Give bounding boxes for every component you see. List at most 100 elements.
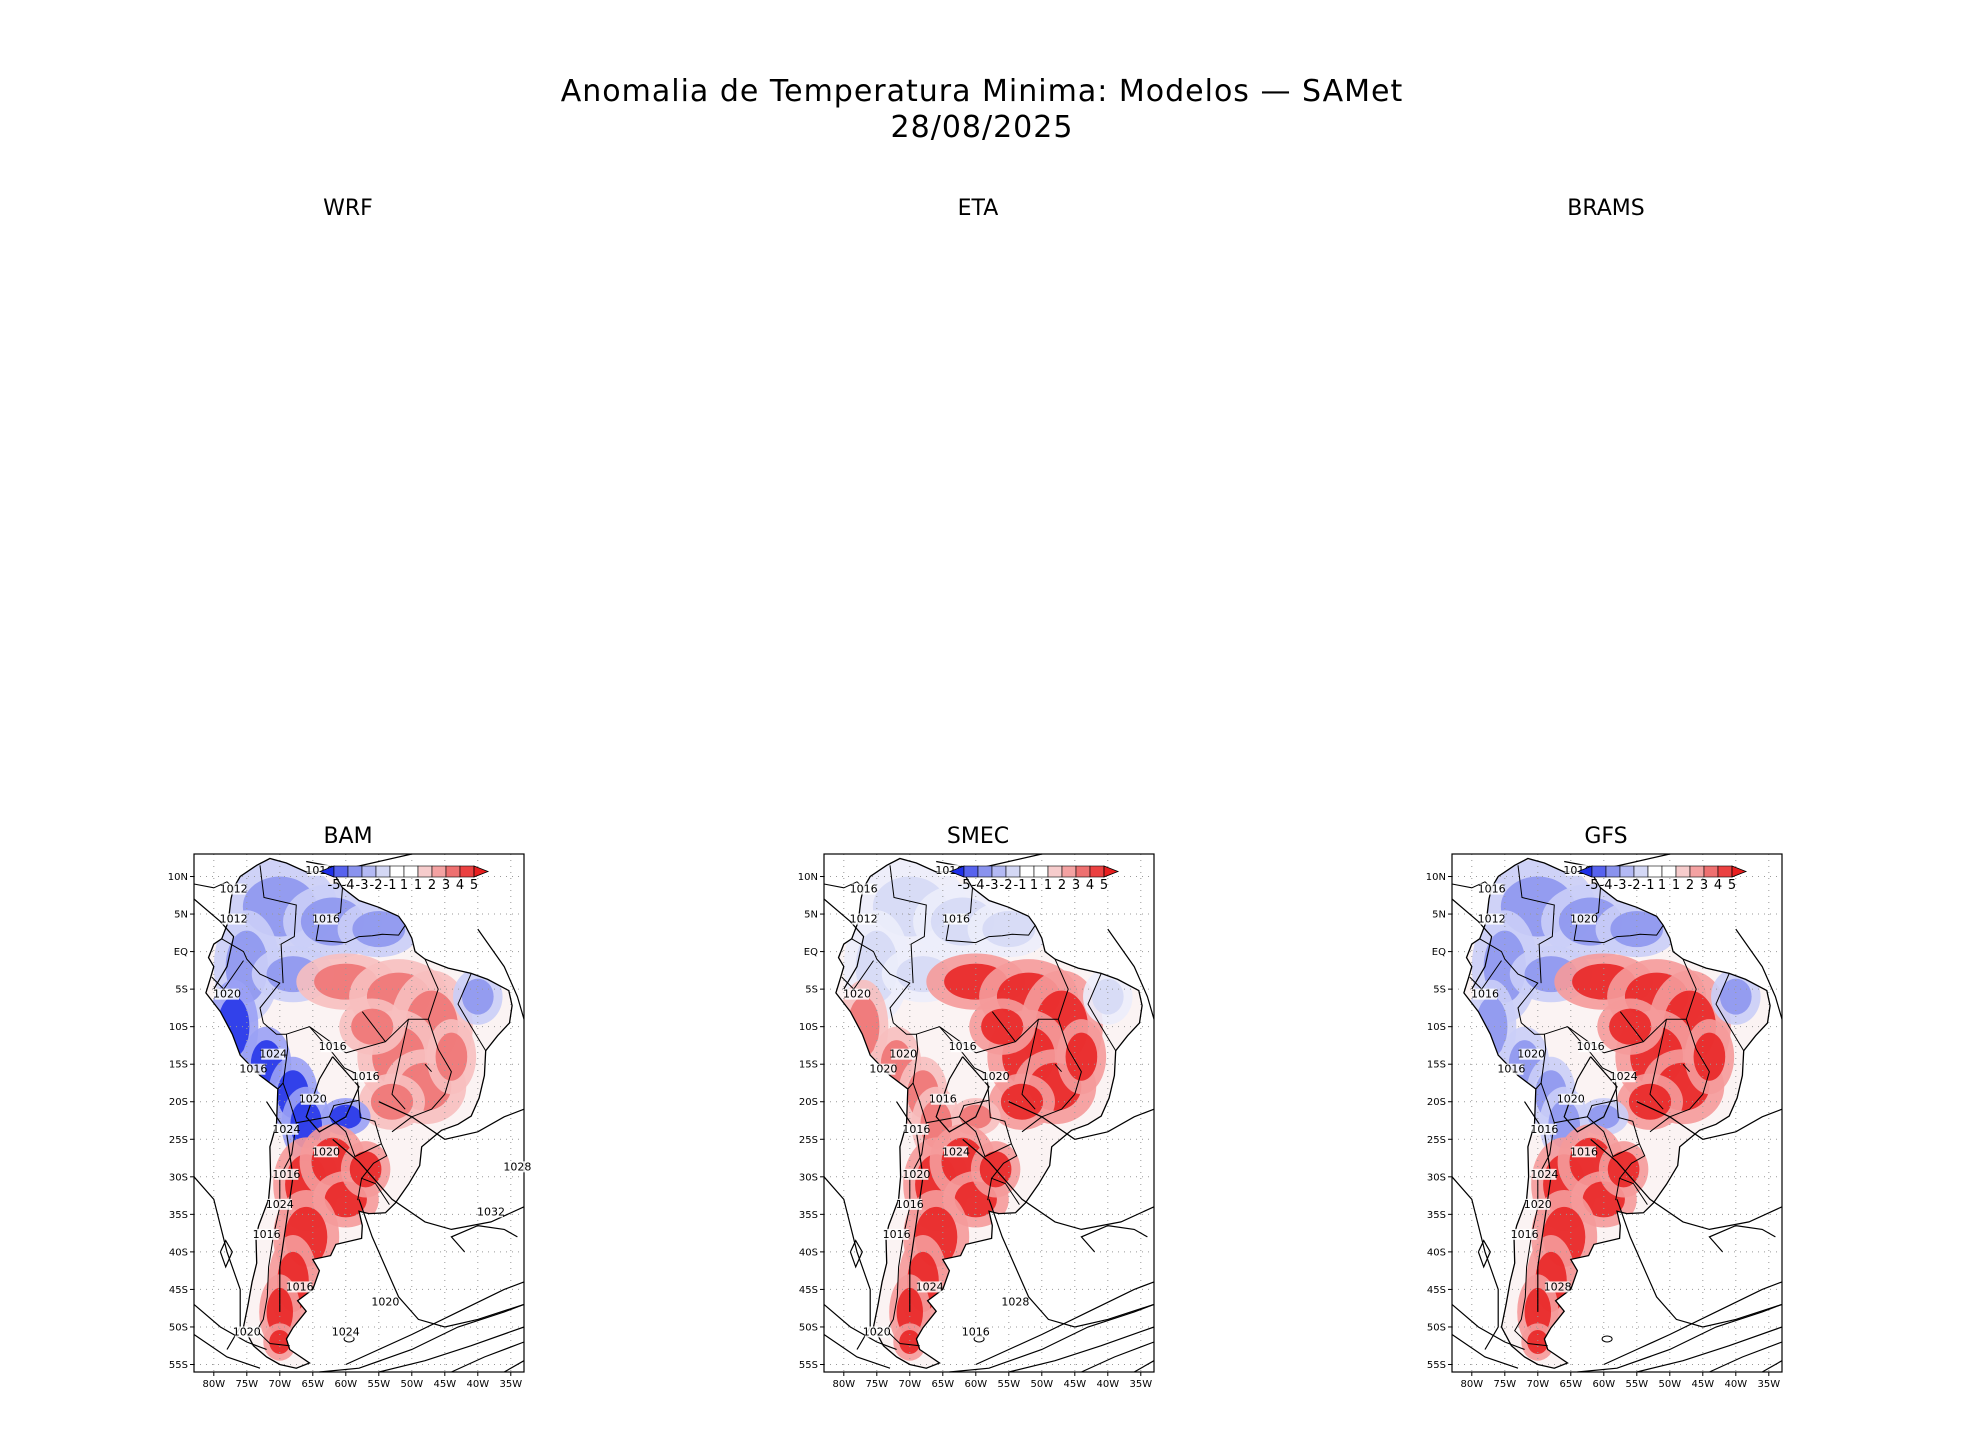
isobar-label: 1024 (272, 1123, 300, 1136)
isobar-line (1616, 1199, 1783, 1328)
isobar-label-bg (897, 1198, 922, 1210)
map-frame (193, 853, 525, 1373)
lat-tick-label: 10S (799, 1022, 818, 1033)
isobar-label-bg (944, 1146, 968, 1158)
colorbar-label: 2 (1058, 878, 1066, 893)
country-border (1682, 1063, 1690, 1073)
isobar-label: 1016 (312, 913, 340, 926)
isobar-label-bg (864, 1326, 889, 1338)
lat-tick-label: 5N (804, 910, 818, 921)
colorbar-label: 1 (1658, 878, 1666, 893)
isobar-label: 1020 (863, 1325, 891, 1338)
isobar-label-bg (937, 864, 962, 876)
isobar-line (1451, 1176, 1499, 1350)
lon-tick-label: 60W (334, 1379, 357, 1390)
isobar-line (1735, 928, 1783, 1020)
isobar-label: 1020 (213, 988, 241, 1001)
country-border (221, 938, 289, 1090)
isobar-label-bg (1519, 1048, 1544, 1060)
isobar-label: 1028 (1544, 1280, 1572, 1293)
colorbar-segment (361, 865, 377, 878)
lon-tick-label: 70W (898, 1379, 921, 1390)
country-border (424, 1063, 432, 1073)
isobar-line (219, 1239, 233, 1269)
isobar-label: 1016 (1471, 988, 1499, 1001)
lat-tick-label: 20S (169, 1097, 188, 1108)
lon-tick-label: 40W (1096, 1379, 1119, 1390)
colorbar-segment (1019, 865, 1035, 878)
lon-tick-label: 75W (1493, 1379, 1516, 1390)
figure-title: Anomalia de Temperatura Minima: Modelos … (0, 74, 1964, 146)
lon-tick-label: 65W (1559, 1379, 1582, 1390)
isobar-label-bg (505, 1161, 530, 1173)
isobar-label-bg (930, 1093, 955, 1105)
anomaly-patch-core (982, 911, 1036, 948)
map-grid (194, 854, 524, 1372)
isobars (823, 853, 1155, 1373)
country-border (889, 865, 927, 984)
isobar-label: 1016 (272, 1168, 300, 1181)
isobar-label-bg (1558, 1093, 1583, 1105)
isobar-label: 1024 (1530, 1168, 1558, 1181)
isobar-label-bg (274, 1123, 299, 1135)
isobar-label: 1016 (1530, 1123, 1558, 1136)
isobar-label-bg (261, 1048, 286, 1060)
isobar-label-bg (1565, 864, 1590, 876)
lon-tick-label: 40W (466, 1379, 489, 1390)
anomaly-patch-core (1524, 1287, 1551, 1336)
isobar-label-bg (1545, 1281, 1570, 1293)
country-borders (841, 865, 1117, 1347)
lon-tick-label: 75W (865, 1379, 888, 1390)
lat-tick-label: EQ (804, 947, 818, 958)
anomaly-patch-core (1610, 911, 1664, 948)
isobar-line (1107, 928, 1155, 1020)
lon-tick-label: 80W (1460, 1379, 1483, 1390)
colorbar-label: -1 (384, 878, 397, 893)
lon-tick-label: 45W (1691, 1379, 1714, 1390)
colorbar-segment (1075, 865, 1091, 878)
isobar-label-bg (314, 1146, 338, 1158)
lat-tick-label: 10S (169, 1022, 188, 1033)
lat-tick-label: 15S (1427, 1060, 1446, 1071)
isobar-label: 1012 (850, 913, 878, 926)
anomaly-patch-core (352, 911, 406, 948)
colorbar-segment (1089, 865, 1105, 878)
isobar-label: 1020 (371, 1295, 399, 1308)
isobar-line (193, 1334, 261, 1369)
isobar-line (823, 1334, 891, 1369)
lat-tick-label: 10N (798, 872, 818, 883)
isobar-label-bg (274, 1168, 299, 1180)
anomaly-shading (1466, 859, 1761, 1361)
anomaly-patch-core (269, 1329, 291, 1354)
country-border (1619, 1011, 1644, 1043)
lon-tick-label: 35W (1757, 1379, 1780, 1390)
lat-tick-label: 40S (169, 1247, 188, 1258)
panel-title-wrf: WRF (323, 196, 373, 221)
lat-tick-label: 30S (799, 1172, 818, 1183)
lat-tick-label: 25S (1427, 1135, 1446, 1146)
colorbar-segment (1689, 865, 1705, 878)
isobar-line (1080, 1224, 1148, 1253)
panel-title-bam: BAM (323, 824, 373, 849)
lat-tick-label: 5S (805, 985, 818, 996)
isobar-label: 1020 (299, 1093, 327, 1106)
colorbar-arrow-right (473, 865, 490, 878)
coastline (1463, 857, 1771, 1369)
figure-title-date: 28/08/2025 (890, 110, 1074, 145)
isobar-label: 1020 (982, 1070, 1010, 1083)
anomaly-patch-core (435, 1032, 468, 1081)
colorbar-label: -2 (1628, 878, 1641, 893)
isobar-label: 1024 (942, 1145, 970, 1158)
country-border (1087, 973, 1117, 1051)
isobar-label: 1020 (1524, 1198, 1552, 1211)
isobar-label: 1020 (889, 1048, 917, 1061)
country-border (457, 973, 487, 1051)
lat-tick-label: 10S (1427, 1022, 1446, 1033)
isobar-label-bg (1525, 1198, 1550, 1210)
colorbar-label: -2 (1000, 878, 1013, 893)
map-panel-bam: 10N 5N EQ 5S 10S 15S 20S 25S 30S 35S 40S 45S 50S 55S 8… (160, 852, 560, 1392)
isobar-line (378, 1101, 525, 1140)
isobar-label: 1020 (843, 988, 871, 1001)
map-svg-smec: 10N 5N EQ 5S 10S 15S 20S 25S 30S 35S 40S 45S 50S 55S 8… (798, 853, 1155, 1390)
lat-tick-label: 10N (1426, 872, 1446, 883)
